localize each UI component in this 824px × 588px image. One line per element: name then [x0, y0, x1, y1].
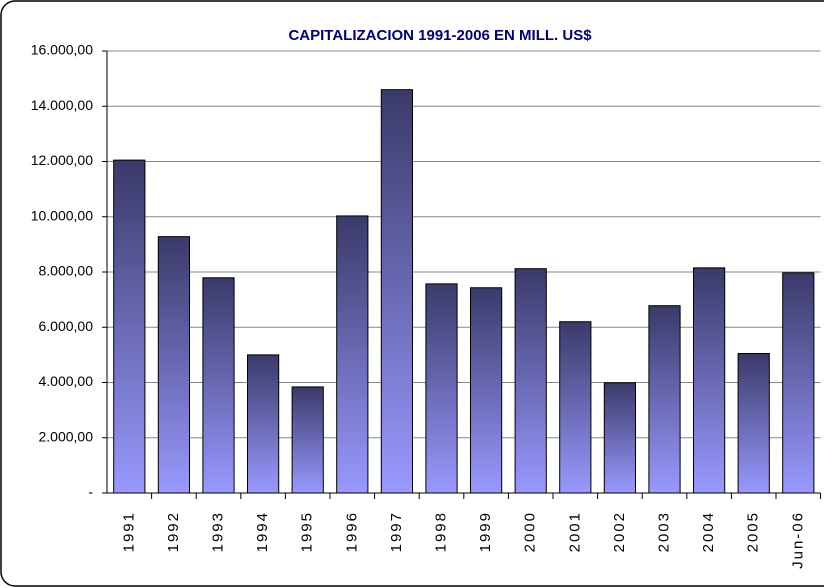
x-tick-label: 2000 — [522, 511, 539, 552]
bar — [737, 352, 770, 494]
y-tick-label: 16.000,00 — [31, 42, 93, 58]
y-tick-label: 6.000,00 — [39, 318, 94, 334]
x-tick-label: 1992 — [165, 511, 182, 552]
bar — [202, 277, 235, 494]
bar — [246, 354, 280, 494]
y-tick-label: 2.000,00 — [39, 428, 94, 444]
x-tick-label: 2003 — [655, 511, 672, 552]
x-tick-label: 2001 — [566, 511, 583, 552]
x-tick-label: 2002 — [611, 511, 628, 552]
x-tick-label: 1991 — [120, 511, 137, 552]
bar — [380, 89, 414, 494]
bar — [782, 272, 815, 494]
x-tick-label: 1999 — [477, 511, 494, 552]
bar — [425, 283, 458, 494]
x-tick-label: 1995 — [299, 511, 316, 552]
x-tick-label: 1996 — [343, 511, 360, 552]
x-tick-label: 1994 — [254, 511, 271, 552]
bar — [336, 215, 369, 494]
x-tick-label: 1997 — [388, 511, 405, 552]
bar — [559, 321, 592, 494]
x-tick-label: 2005 — [745, 511, 762, 552]
x-tick-label: Jun-06 — [789, 511, 806, 569]
x-tick-label: 1998 — [432, 511, 449, 552]
bar — [157, 236, 191, 494]
bar — [603, 382, 637, 494]
bar — [692, 267, 726, 494]
y-tick-label: - — [88, 484, 93, 500]
y-tick-label: 8.000,00 — [39, 263, 94, 279]
x-tick-label: 1993 — [209, 511, 226, 552]
y-tick-label: 12.000,00 — [31, 152, 93, 168]
y-tick-label: 4.000,00 — [39, 373, 94, 389]
bar — [113, 159, 146, 494]
bar — [291, 386, 324, 494]
y-tick-label: 14.000,00 — [31, 97, 93, 113]
y-tick-label: 10.000,00 — [31, 207, 93, 223]
bar — [648, 305, 681, 494]
bar — [514, 268, 547, 494]
x-tick-label: 2004 — [700, 511, 717, 552]
chart-title: CAPITALIZACION 1991-2006 EN MILL. US$ — [288, 27, 592, 44]
bar — [469, 287, 503, 494]
